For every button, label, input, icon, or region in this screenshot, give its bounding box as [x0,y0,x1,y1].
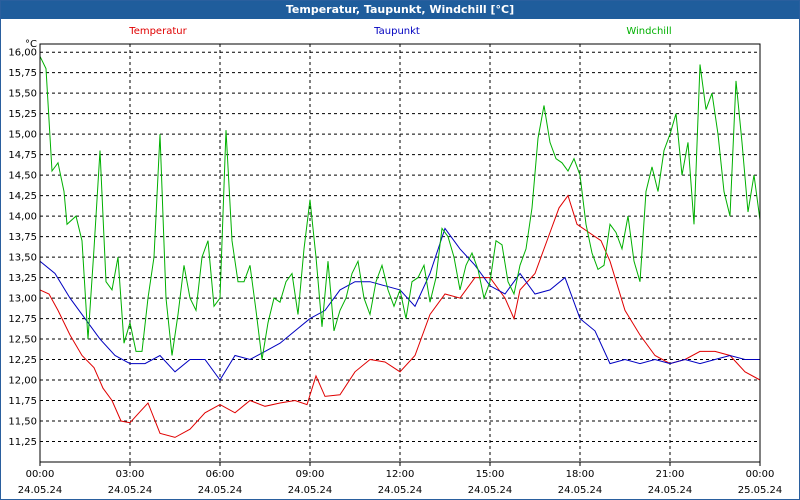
x-tick-date: 24.05.24 [558,485,603,496]
x-tick-time: 21:00 [656,469,685,480]
x-tick-time: 09:00 [296,469,325,480]
legend-windchill: Windchill [626,26,671,37]
x-tick-date: 25.05.24 [738,485,783,496]
y-tick-label: 14,75 [8,150,37,161]
x-tick-time: 06:00 [206,469,235,480]
x-tick-date: 24.05.24 [18,485,63,496]
temperature-line [39,194,761,438]
y-tick-label: 15,75 [8,68,37,79]
x-tick-time: 18:00 [566,469,595,480]
x-tick-date: 24.05.24 [198,485,243,496]
y-tick-label: 11,75 [8,396,37,407]
y-tick-label: 12,50 [8,335,37,346]
x-tick-time: 03:00 [116,469,145,480]
y-tick-label: 12,00 [8,376,37,387]
y-tick-label: 16,00 [8,48,37,59]
legend-temperature: Temperatur [128,26,187,37]
y-tick-label: 15,50 [8,89,37,100]
x-tick-time: 00:00 [26,469,55,480]
axes: 16,00 15,75 15,50 15,25 15,00 14,75 14,50 14,25… [8,39,782,496]
x-tick-time: 15:00 [476,469,505,480]
y-tick-label: 13,25 [8,273,37,284]
x-tick-date: 24.05.24 [468,485,513,496]
chart-title: Temperatur, Taupunkt, Windchill [°C] [1,1,799,19]
y-tick-label: 14,00 [8,212,37,223]
y-unit-label: °C [25,39,37,50]
y-tick-label: 15,25 [8,109,37,120]
x-tick-date: 24.05.24 [378,485,423,496]
y-tick-label: 13,75 [8,232,37,243]
windchill-line [39,56,761,360]
y-tick-label: 13,50 [8,253,37,264]
x-tick-time: 12:00 [386,469,415,480]
y-tick-label: 13,00 [8,294,37,305]
x-tick-date: 24.05.24 [108,485,153,496]
y-tick-label: 11,50 [8,417,37,428]
legend-dewpoint: Taupunkt [373,26,420,37]
y-tick-label: 12,25 [8,355,37,366]
x-tick-time: 00:00 [746,469,775,480]
x-tick-date: 24.05.24 [648,485,693,496]
y-tick-label: 11,25 [8,437,37,448]
y-tick-label: 12,75 [8,314,37,325]
y-tick-label: 14,25 [8,191,37,202]
grid-lines [40,44,760,462]
x-tick-date: 24.05.24 [288,485,333,496]
y-tick-label: 14,50 [8,171,37,182]
legend: Temperatur Taupunkt Windchill [128,26,671,37]
y-tick-label: 15,00 [8,130,37,141]
plot-area-border [39,43,761,463]
series-lines [39,56,761,438]
